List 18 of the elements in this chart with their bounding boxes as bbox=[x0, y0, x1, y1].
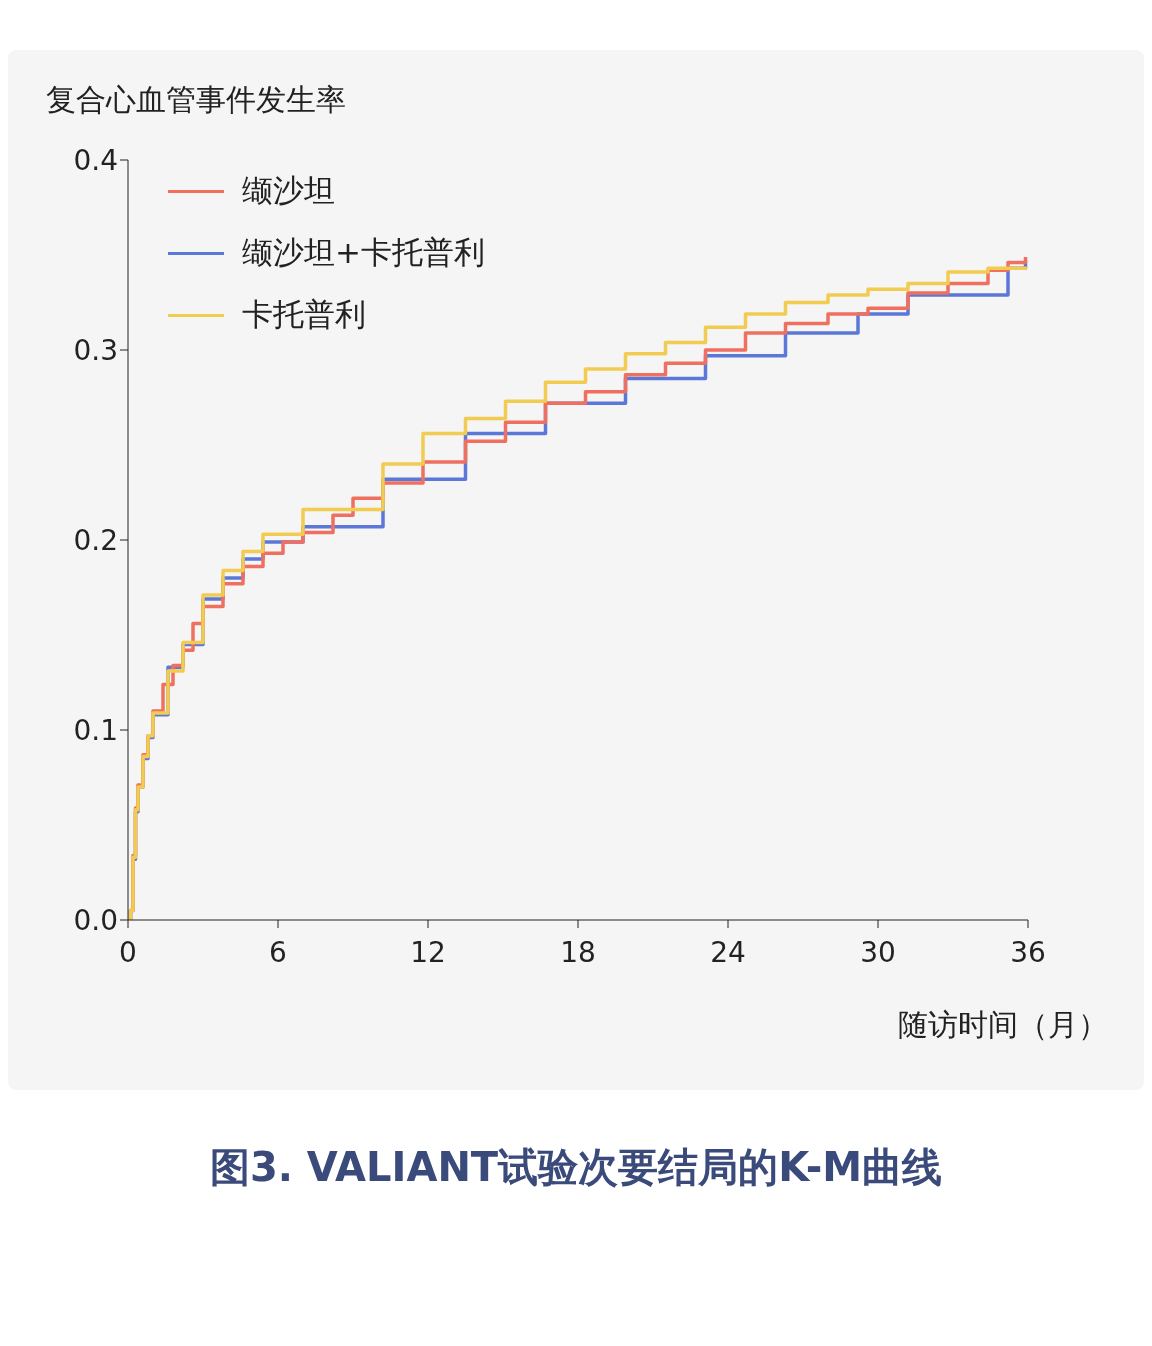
y-tick-label: 0.4 bbox=[73, 143, 118, 177]
legend-label: 缬沙坦+卡托普利 bbox=[242, 233, 485, 272]
x-tick-label: 12 bbox=[410, 935, 446, 969]
y-tick-label: 0.3 bbox=[73, 333, 118, 367]
legend-label: 缬沙坦 bbox=[242, 171, 335, 210]
x-tick-label: 18 bbox=[560, 935, 596, 969]
x-axis-title: 随访时间（月） bbox=[898, 1006, 1108, 1044]
x-tick-label: 36 bbox=[1010, 935, 1046, 969]
x-tick-label: 6 bbox=[269, 935, 287, 969]
y-axis-title: 复合心血管事件发生率 bbox=[46, 81, 346, 119]
y-tick-label: 0.1 bbox=[73, 713, 118, 747]
x-tick-label: 0 bbox=[119, 935, 137, 969]
y-tick-label: 0.0 bbox=[73, 903, 118, 937]
y-tick-label: 0.2 bbox=[73, 523, 118, 557]
x-tick-label: 24 bbox=[710, 935, 746, 969]
legend-label: 卡托普利 bbox=[242, 295, 366, 334]
x-tick-label: 30 bbox=[860, 935, 896, 969]
text: 图3. VALIANT试验次要结局的K-M曲线 bbox=[208, 1143, 944, 1192]
